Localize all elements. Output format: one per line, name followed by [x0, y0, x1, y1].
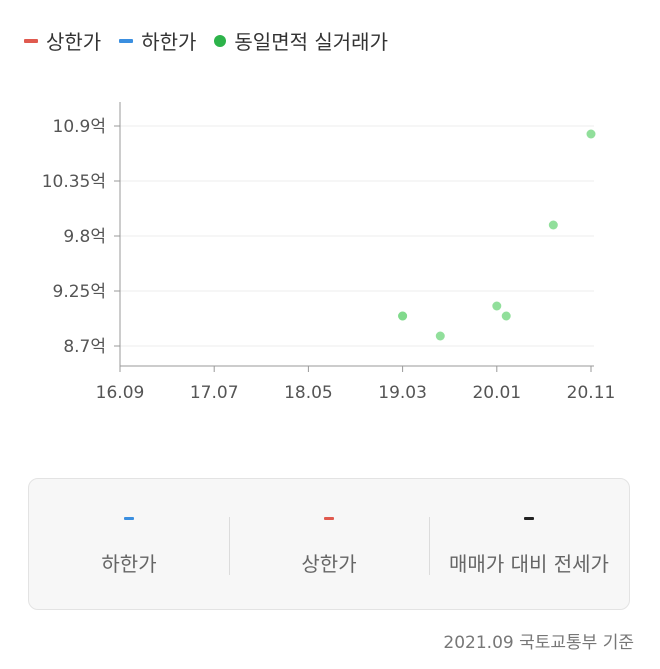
y-tick-label: 10.9억: [53, 117, 107, 137]
summary-jeonse-ratio: 매매가 대비 전세가: [429, 479, 629, 609]
data-source-note: 2021.09 국토교통부 기준: [443, 633, 634, 653]
legend-label-upper-limit: 상한가: [46, 30, 102, 54]
legend-item-actual-price[interactable]: 동일면적 실거래가: [214, 26, 388, 55]
scatter-chart: 8.7억 9.25억 9.8억 10.35억 10.9억 16.09 17.07 18.05 1…: [42, 102, 616, 403]
x-tick-label: 17.07: [190, 383, 239, 403]
data-point: [492, 301, 502, 311]
upper-limit-label: 상한가: [301, 552, 357, 576]
data-point: [548, 220, 558, 230]
y-tick-label: 10.35억: [42, 172, 106, 192]
legend-label-lower-limit: 하한가: [141, 30, 197, 54]
legend-label-actual-price: 동일면적 실거래가: [234, 30, 388, 54]
x-tick-label: 19.03: [378, 383, 427, 403]
lower-limit-value: [124, 517, 134, 520]
lower-limit-label: 하한가: [101, 552, 157, 576]
data-point: [435, 331, 445, 341]
x-tick-label: 20.01: [472, 383, 521, 403]
chart-legend: 상한가 하한가 동일면적 실거래가: [24, 26, 388, 55]
upper-limit-swatch: [24, 38, 38, 43]
legend-item-lower-limit[interactable]: 하한가: [119, 26, 196, 55]
lower-limit-swatch: [119, 38, 134, 43]
price-summary-box: 하한가 상한가 매매가 대비 전세가: [28, 478, 630, 610]
data-point: [586, 129, 596, 139]
jeonse-ratio-value: [524, 517, 534, 520]
legend-item-upper-limit[interactable]: 상한가: [24, 26, 101, 55]
summary-upper-limit: 상한가: [229, 479, 429, 609]
x-tick-label: 18.05: [284, 383, 333, 403]
y-tick-label: 8.7억: [63, 337, 106, 357]
upper-limit-value: [324, 517, 334, 520]
y-tick-label: 9.8억: [63, 227, 106, 247]
data-point: [398, 311, 408, 321]
x-tick-label: 20.11: [567, 383, 616, 403]
x-tick-label: 16.09: [96, 383, 145, 403]
summary-lower-limit: 하한가: [29, 479, 229, 609]
data-point: [501, 311, 511, 321]
jeonse-ratio-label: 매매가 대비 전세가: [449, 552, 609, 576]
y-tick-label: 9.25억: [53, 282, 107, 302]
actual-price-swatch: [214, 34, 227, 47]
